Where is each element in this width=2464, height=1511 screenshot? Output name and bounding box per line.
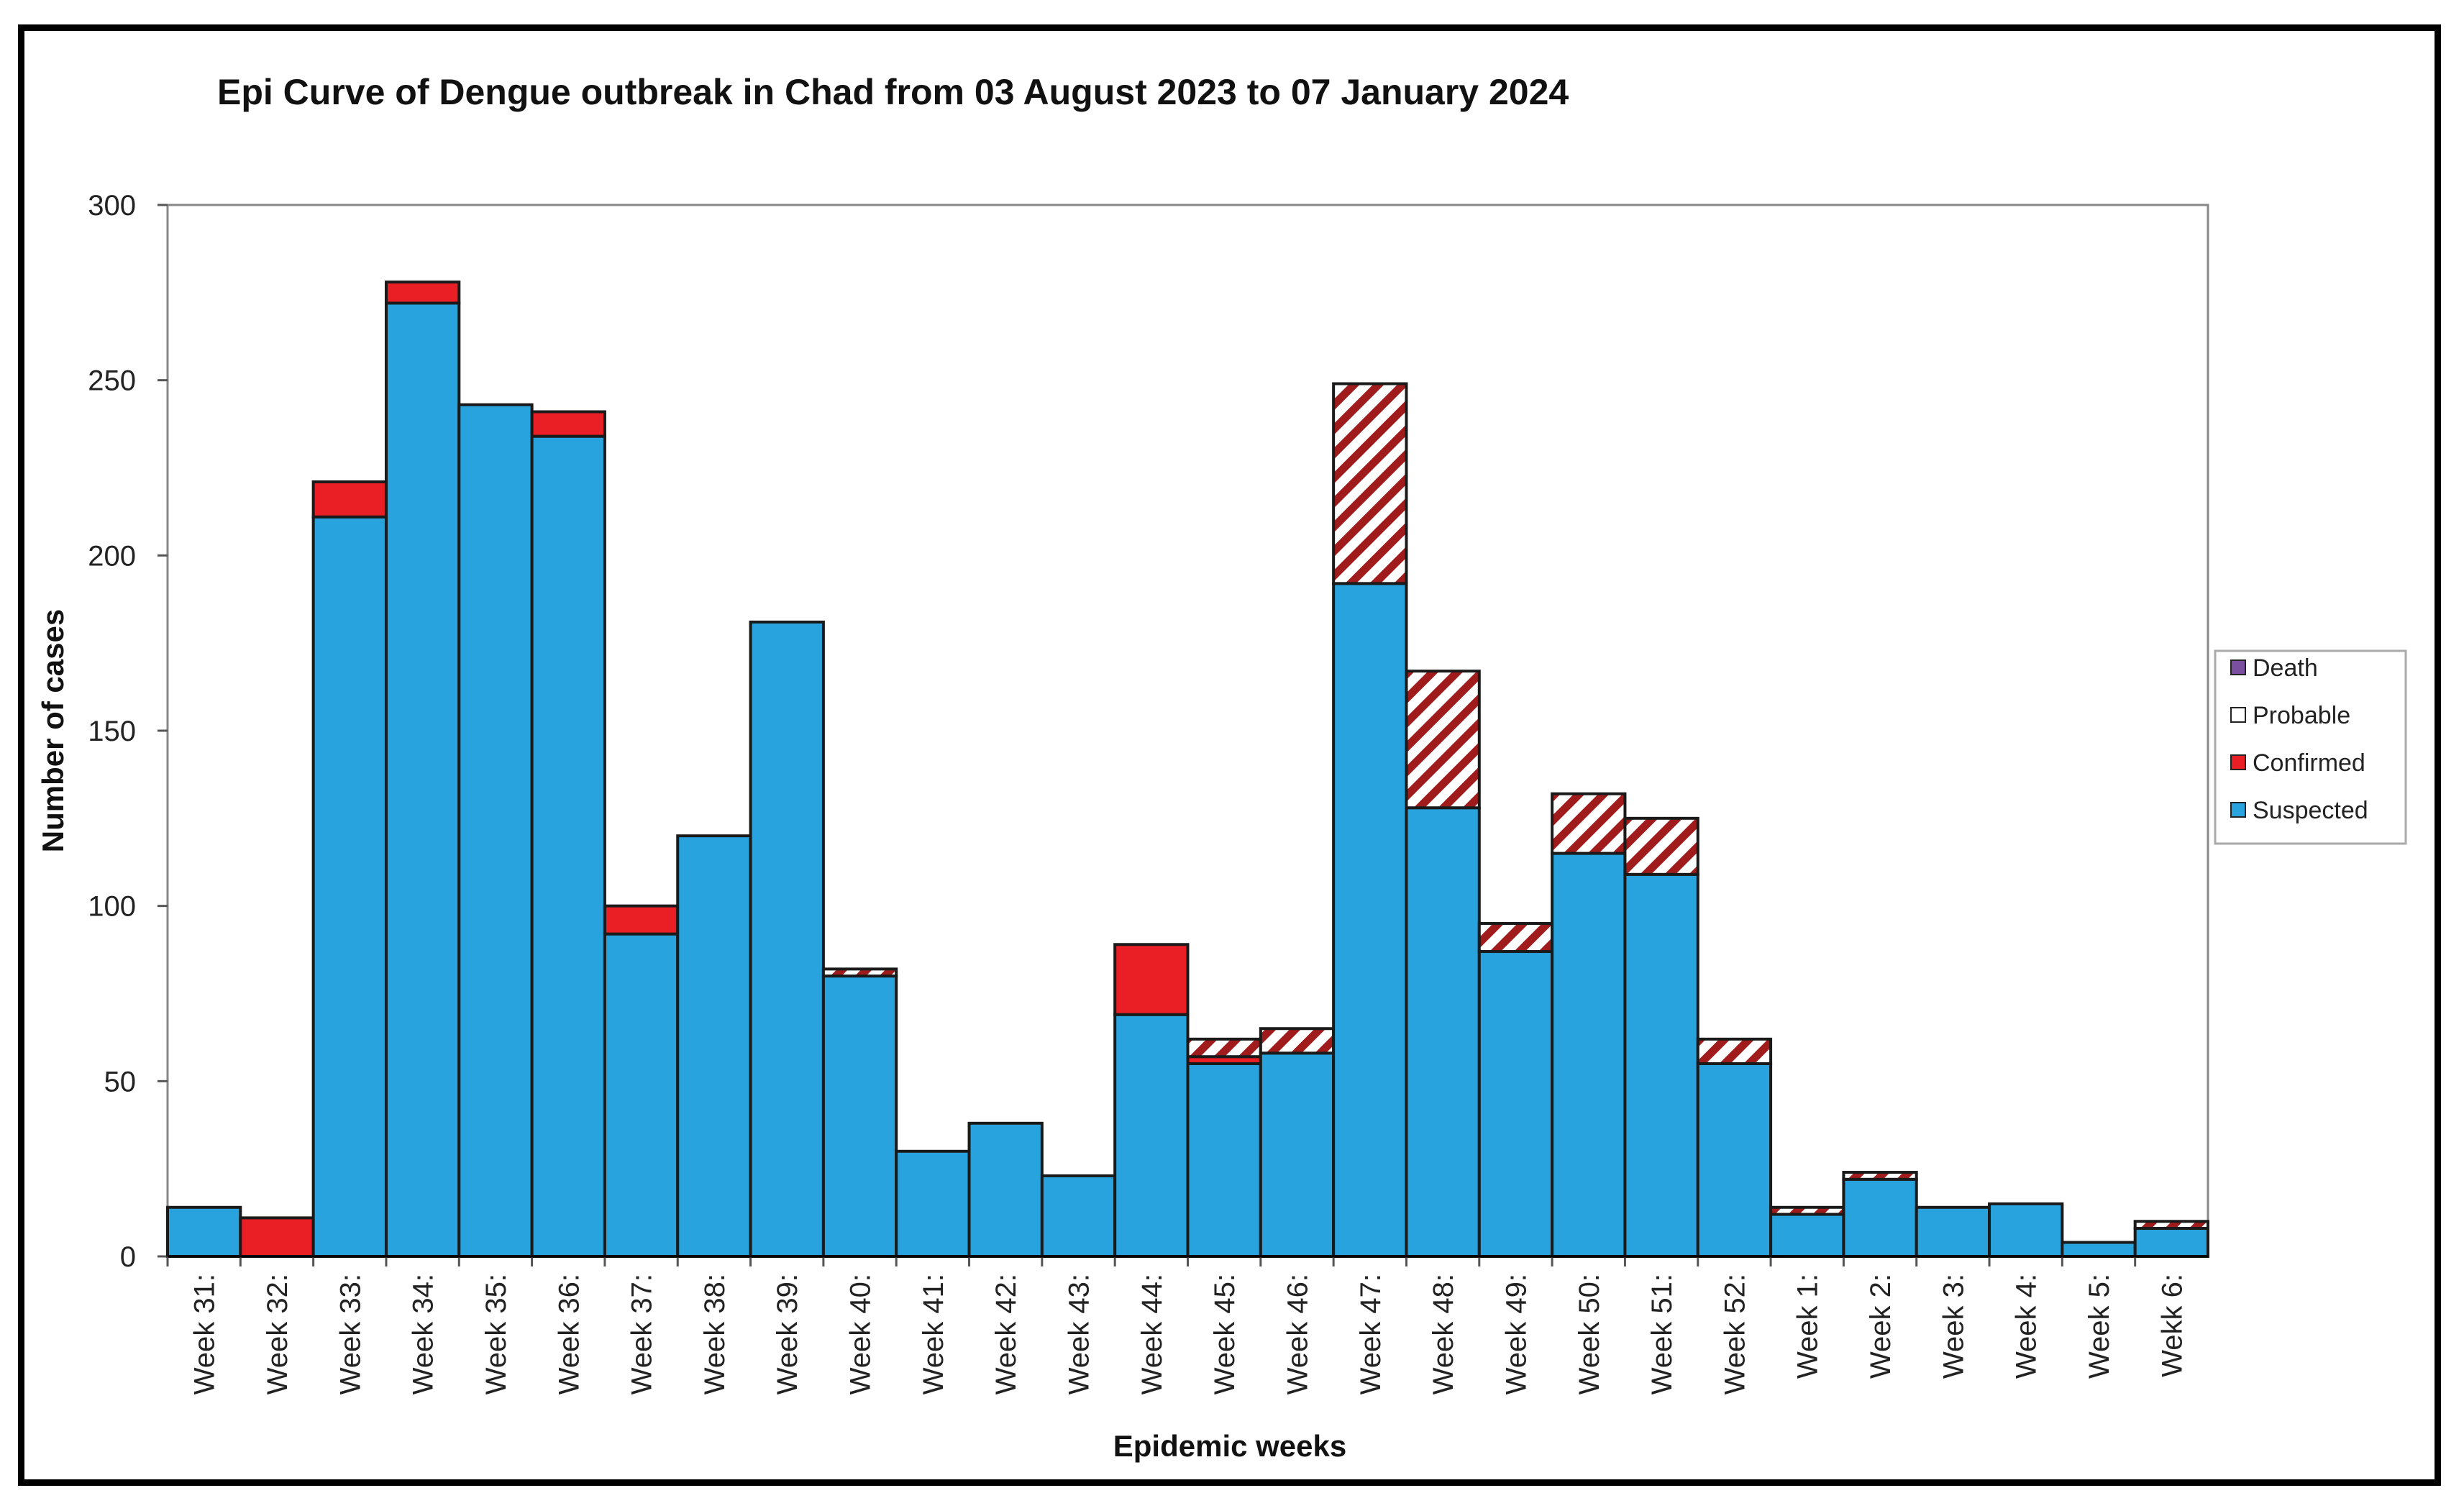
bar-probable-20 (1551, 792, 1627, 855)
legend-swatch-confirmed (2230, 754, 2246, 770)
chart-title: Epi Curve of Dengue outbreak in Chad fro… (217, 72, 1569, 112)
legend-swatch-probable (2230, 707, 2246, 723)
legend-label-suspected: Suspected (2253, 797, 2368, 824)
y-tick-label: 200 (88, 540, 136, 572)
x-tick-label: Week 44: (1136, 1274, 1168, 1394)
legend-label-death: Death (2253, 654, 2318, 682)
bars (166, 280, 2209, 1259)
x-tick-label: Week 52: (1719, 1274, 1751, 1394)
x-tick-label: Week 51: (1646, 1274, 1678, 1394)
bar-confirmed-4 (384, 280, 461, 305)
x-tick-label: Week 39: (772, 1274, 803, 1394)
y-axis-title: Number of cases (36, 609, 70, 852)
bar-confirmed-7 (603, 904, 680, 936)
x-tick-label: Week 45: (1209, 1274, 1241, 1394)
x-tick-label: Week 49: (1500, 1274, 1532, 1394)
x-tick-label: Week 50: (1574, 1274, 1605, 1394)
bar-suspected-11 (895, 1149, 971, 1259)
bar-suspected-23 (1769, 1213, 1845, 1259)
x-axis-title: Epidemic weeks (1113, 1429, 1347, 1463)
bar-probable-21 (1623, 816, 1699, 876)
bar-suspected-9 (749, 620, 825, 1258)
bar-suspected-3 (311, 515, 388, 1258)
legend-box (2214, 649, 2407, 845)
bar-suspected-24 (1842, 1177, 1918, 1258)
bar-probable-18 (1405, 670, 1481, 810)
bar-suspected-26 (1988, 1202, 2064, 1259)
bar-suspected-25 (1915, 1205, 1991, 1258)
x-tick-label: Week 46: (1282, 1274, 1313, 1394)
x-tick-label: Week 42: (990, 1274, 1022, 1394)
x-tick-label: Week 35: (480, 1274, 512, 1394)
x-tick-label: Week 5: (2084, 1274, 2115, 1379)
x-tick-label: Week 43: (1064, 1274, 1095, 1394)
bar-suspected-5 (457, 403, 534, 1258)
bar-suspected-1 (166, 1205, 242, 1258)
legend-label-confirmed: Confirmed (2253, 749, 2365, 777)
bar-probable-23 (1769, 1205, 1845, 1216)
bar-suspected-4 (384, 301, 461, 1258)
bar-suspected-7 (603, 932, 680, 1258)
bar-suspected-22 (1696, 1062, 1773, 1258)
bar-probable-22 (1696, 1037, 1773, 1065)
bar-suspected-19 (1477, 950, 1554, 1259)
x-tick-label: Week 38: (699, 1274, 731, 1394)
bar-probable-28 (2133, 1220, 2209, 1231)
bar-probable-17 (1332, 382, 1408, 585)
x-tick-label: Week 47: (1355, 1274, 1387, 1394)
bar-suspected-18 (1405, 806, 1481, 1259)
bar-suspected-13 (1040, 1174, 1117, 1258)
x-tick-label: Week 36: (553, 1274, 585, 1394)
bar-confirmed-6 (530, 410, 606, 438)
bar-confirmed-14 (1113, 943, 1190, 1016)
bar-suspected-6 (530, 434, 606, 1258)
bar-suspected-16 (1259, 1051, 1336, 1258)
bar-suspected-15 (1186, 1062, 1262, 1258)
legend: Death Probable Confirmed Suspected (2214, 649, 2407, 845)
x-tick-label: Week 3: (1938, 1274, 1969, 1379)
y-tick-label: 50 (104, 1066, 137, 1097)
y-tick-label: 250 (88, 365, 136, 397)
y-axis-ticks: 0 50 100 150 200 250 300 (88, 190, 168, 1273)
x-tick-label: Week 48: (1428, 1274, 1459, 1394)
bar-suspected-17 (1332, 582, 1408, 1258)
bar-confirmed-2 (239, 1216, 315, 1258)
bar-probable-16 (1259, 1027, 1336, 1055)
x-tick-label: Week 1: (1792, 1274, 1824, 1379)
y-tick-label: 100 (88, 891, 136, 923)
bar-probable-15 (1186, 1037, 1262, 1059)
y-tick-label: 150 (88, 716, 136, 747)
bar-suspected-10 (821, 974, 898, 1258)
x-tick-label: Week 34: (408, 1274, 439, 1394)
x-tick-label: Week 2: (1865, 1274, 1897, 1379)
y-tick-label: 0 (120, 1241, 136, 1273)
legend-swatch-suspected (2230, 802, 2246, 818)
bar-suspected-20 (1551, 852, 1627, 1258)
y-tick-label: 300 (88, 190, 136, 222)
x-tick-label: Week 41: (918, 1274, 949, 1394)
x-tick-label: Wekk 6: (2156, 1274, 2188, 1377)
bar-confirmed-3 (311, 480, 388, 519)
x-tick-label: Week 33: (334, 1274, 366, 1394)
x-tick-label: Week 31: (189, 1274, 221, 1394)
bar-probable-24 (1842, 1171, 1918, 1181)
x-tick-label: Week 4: (2011, 1274, 2043, 1379)
bar-suspected-27 (2061, 1241, 2137, 1259)
bar-probable-19 (1477, 922, 1554, 954)
bar-suspected-12 (967, 1121, 1044, 1259)
x-tick-label: Week 40: (845, 1274, 877, 1394)
bar-suspected-8 (676, 834, 752, 1258)
bar-probable-10 (821, 967, 898, 978)
x-tick-label: Week 37: (626, 1274, 658, 1394)
legend-swatch-death (2230, 659, 2246, 675)
bar-suspected-21 (1623, 872, 1699, 1258)
x-tick-label: Week 32: (262, 1274, 293, 1394)
legend-label-probable: Probable (2253, 702, 2350, 729)
bar-suspected-14 (1113, 1013, 1190, 1258)
x-axis-ticks: Week 31: Week 32: Week 33: Week 34: Week 35:… (166, 1256, 2188, 1394)
bar-suspected-28 (2133, 1227, 2209, 1258)
